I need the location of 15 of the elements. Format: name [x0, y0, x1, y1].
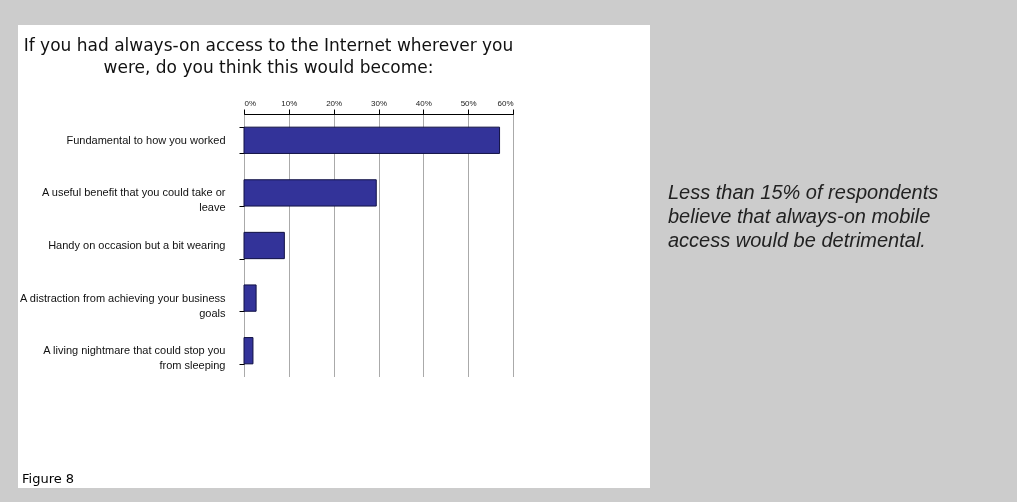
y-tick-label: Fundamental to how you worked: [66, 133, 226, 146]
y-tick-label: A distraction from achieving your business goals: [20, 291, 226, 319]
x-tick-label: 40%: [415, 98, 432, 108]
x-tick-label: 0%: [244, 98, 257, 108]
x-tick-label: 10%: [281, 98, 298, 108]
x-tick-label: 20%: [326, 98, 343, 108]
y-tick-label: A useful benefit that you could take or leave: [42, 186, 226, 214]
x-tick-label: 50%: [460, 98, 477, 108]
text: Less than 15% of respondents believe that always-on mobile access would be detrimental.: [668, 180, 940, 252]
x-tick-label: 30%: [370, 98, 388, 108]
caption: Figure 8: [22, 471, 75, 486]
chart-title: If you had always-on access to the Internet wherever you were, do you think this would become:: [23, 35, 514, 77]
x-tick-label: 60%: [497, 98, 514, 108]
y-tick-label: Handy on occasion but a bit wearing: [48, 239, 226, 251]
y-tick-label: A living nightmare that could stop you from sleeping: [43, 344, 226, 372]
